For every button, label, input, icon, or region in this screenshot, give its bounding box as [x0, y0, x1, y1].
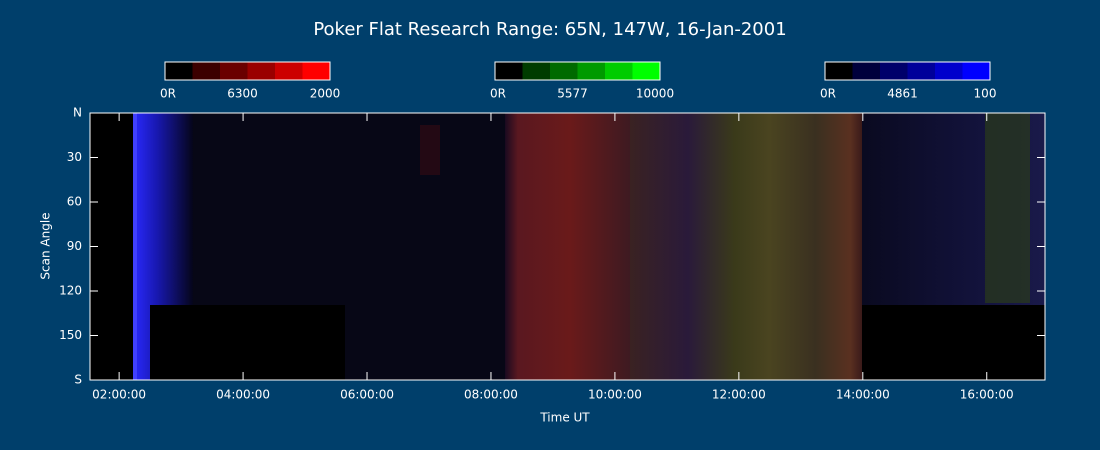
colorbar-segment: [522, 62, 550, 80]
colorbar-label: 0R: [820, 87, 836, 101]
x-tick-label: 12:00:00: [712, 388, 766, 402]
y-tick-label: 30: [67, 150, 82, 164]
y-axis-label: Scan Angle: [39, 212, 53, 279]
colorbar-label: 10000: [636, 87, 674, 101]
x-tick-label: 08:00:00: [464, 388, 518, 402]
colorbar-segment: [935, 62, 963, 80]
colorbar-segment: [247, 62, 275, 80]
colorbar-segment: [165, 62, 193, 80]
x-tick-label: 16:00:00: [960, 388, 1014, 402]
colorbar-label: 0R: [490, 87, 506, 101]
colorbar-label: 0R: [160, 87, 176, 101]
colorbar-label: 100: [974, 87, 997, 101]
x-tick-label: 10:00:00: [588, 388, 642, 402]
y-tick-label: 120: [59, 284, 82, 298]
colorbar-segment: [302, 62, 330, 80]
colorbar-frame: [164, 61, 331, 81]
colorbar-segment: [577, 62, 605, 80]
colorbar-segment: [852, 62, 880, 80]
chart-title: Poker Flat Research Range: 65N, 147W, 16…: [313, 19, 786, 40]
colorbar-segment: [962, 62, 990, 80]
colorbar-label: 6300: [227, 87, 258, 101]
colorbar-label: 2000: [310, 87, 341, 101]
colorbar-segment: [495, 62, 523, 80]
colorbar-segment: [275, 62, 303, 80]
colorbar-segment: [880, 62, 908, 80]
colorbar-segment: [632, 62, 660, 80]
colorbar-label: 4861: [887, 87, 918, 101]
colorbar-segment: [907, 62, 935, 80]
colorbar-segment: [192, 62, 220, 80]
colorbar-segment: [605, 62, 633, 80]
y-tick-label: 150: [59, 328, 82, 342]
keogram-image: [90, 113, 1045, 380]
y-tick-label: 60: [67, 195, 82, 209]
y-tick-label: S: [74, 373, 82, 387]
colorbar-segment: [550, 62, 578, 80]
colorbar-segment: [825, 62, 853, 80]
y-tick-label: 90: [67, 239, 82, 253]
x-tick-label: 02:00:00: [92, 388, 146, 402]
y-tick-label: N: [73, 106, 82, 120]
x-axis-label: Time UT: [539, 411, 590, 425]
x-tick-label: 14:00:00: [836, 388, 890, 402]
colorbar-segment: [220, 62, 248, 80]
colorbar-label: 5577: [557, 87, 588, 101]
colorbar-frame: [824, 61, 991, 81]
x-tick-label: 04:00:00: [216, 388, 270, 402]
colorbar-frame: [494, 61, 661, 81]
x-tick-label: 06:00:00: [340, 388, 394, 402]
